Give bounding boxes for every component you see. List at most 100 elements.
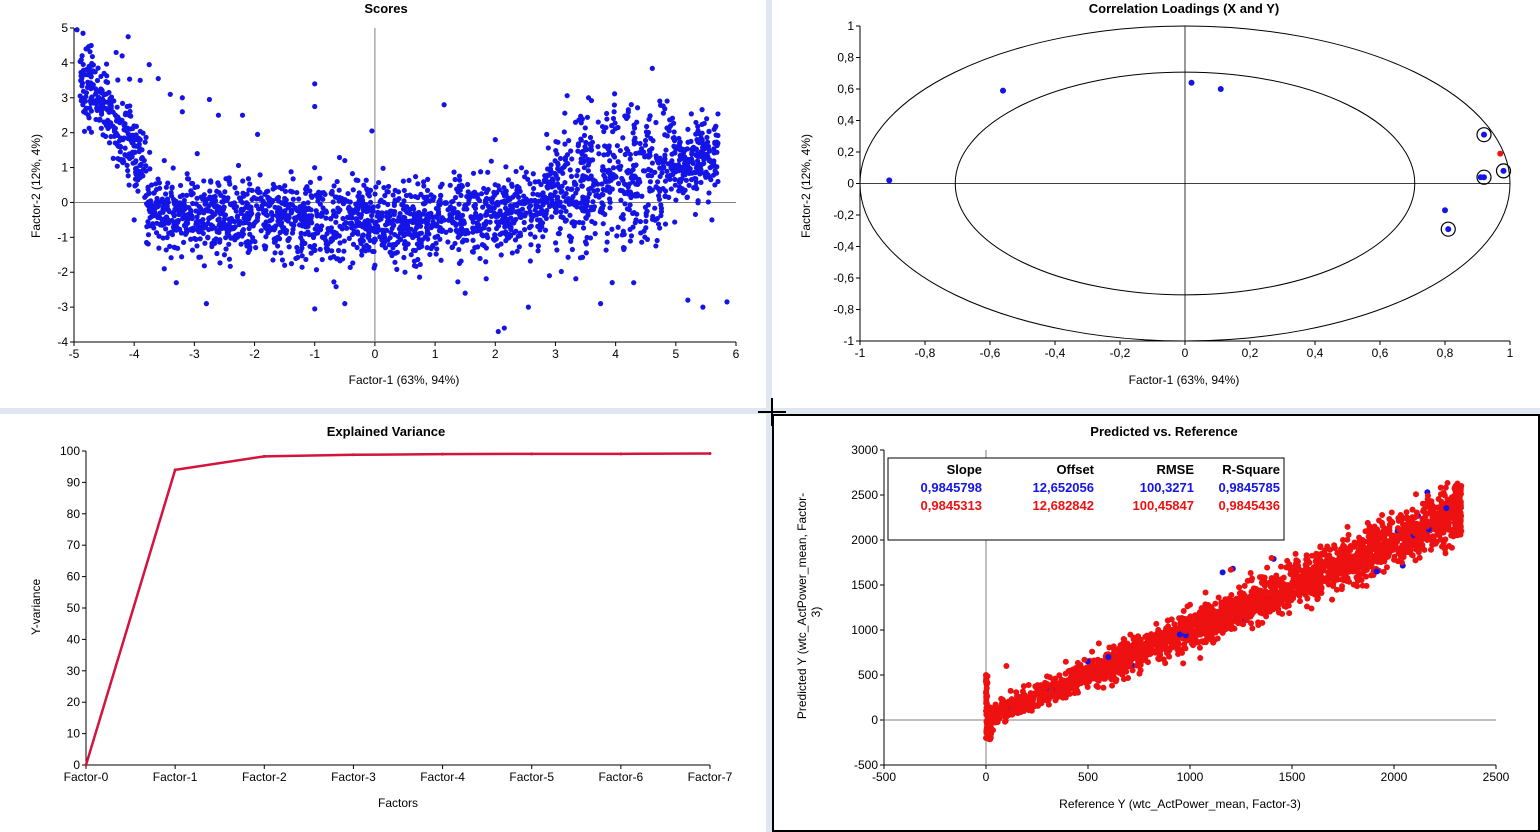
score-point <box>456 201 462 207</box>
x-loading-point[interactable] <box>1445 226 1452 233</box>
prediction-point <box>1040 685 1047 692</box>
score-point <box>569 220 575 226</box>
x-loading-point[interactable] <box>1188 79 1195 86</box>
score-point <box>339 226 345 232</box>
score-point <box>516 208 522 214</box>
score-point <box>131 143 137 149</box>
score-point <box>167 91 173 97</box>
score-point <box>309 194 315 200</box>
score-point <box>534 201 540 207</box>
score-point <box>394 218 400 224</box>
score-point <box>470 190 476 197</box>
x-tick-label: Factor-6 <box>599 770 644 784</box>
score-point <box>672 176 678 182</box>
score-point <box>652 205 658 211</box>
score-point <box>563 191 569 197</box>
score-point <box>249 210 255 216</box>
y-loading-point[interactable] <box>1497 150 1504 157</box>
x-loading-point[interactable] <box>886 177 893 184</box>
score-point <box>480 204 486 210</box>
variance-series-line[interactable] <box>84 452 711 766</box>
score-point <box>490 236 497 242</box>
score-point <box>639 239 645 245</box>
score-point <box>379 237 385 243</box>
score-point <box>711 150 717 156</box>
prediction-point <box>1196 644 1203 651</box>
score-point <box>345 190 351 197</box>
score-point <box>431 194 437 200</box>
predicted-vs-reference-panel[interactable]: Predicted vs. Reference Reference Y (wtc… <box>772 414 1540 832</box>
prediction-point <box>1171 638 1178 645</box>
x-loading-point[interactable] <box>1442 207 1448 214</box>
y-axis-label: Factor-2 (12%, 4%) <box>799 134 813 238</box>
score-point <box>269 199 275 205</box>
x-loading-point[interactable] <box>1217 86 1224 92</box>
prediction-point <box>1214 608 1221 615</box>
score-point <box>221 204 227 210</box>
score-point <box>492 232 498 238</box>
score-point <box>453 227 459 234</box>
variance-point <box>262 454 266 458</box>
score-point <box>585 168 591 174</box>
score-point <box>331 279 337 285</box>
score-point <box>412 174 419 180</box>
score-point <box>459 183 465 190</box>
score-point <box>644 208 650 214</box>
score-point <box>637 218 644 225</box>
score-point <box>684 170 690 176</box>
score-point <box>155 176 161 182</box>
score-point <box>408 252 414 258</box>
score-point <box>194 243 200 249</box>
score-point <box>369 128 375 134</box>
score-point <box>562 179 568 186</box>
score-point <box>531 185 537 192</box>
score-point <box>643 129 650 135</box>
score-point <box>635 181 641 188</box>
score-point <box>578 156 584 162</box>
score-point <box>299 264 305 270</box>
score-point <box>644 123 650 130</box>
x-loading-point[interactable] <box>1481 174 1487 181</box>
score-point <box>307 179 314 185</box>
score-point <box>638 146 645 152</box>
score-point <box>662 193 668 199</box>
score-point <box>98 125 104 131</box>
prediction-point <box>1358 576 1365 583</box>
prediction-point <box>1247 569 1254 576</box>
score-point <box>83 93 89 100</box>
score-point <box>302 190 309 196</box>
score-point <box>83 90 90 96</box>
score-point <box>574 186 580 192</box>
score-point <box>632 139 638 145</box>
score-point <box>391 208 398 215</box>
x-loading-point[interactable] <box>1500 167 1507 174</box>
score-point <box>421 201 427 207</box>
score-point <box>132 159 138 165</box>
prediction-point <box>1308 605 1315 612</box>
y-tick-label: 20 <box>67 695 81 709</box>
score-point <box>555 160 561 166</box>
prediction-point <box>1440 539 1447 546</box>
score-point <box>547 166 554 172</box>
score-point <box>586 186 592 192</box>
y-tick-label: -1 <box>843 334 854 348</box>
score-point <box>144 240 150 246</box>
score-point <box>165 207 172 213</box>
score-point <box>545 145 551 151</box>
y-tick-label: 60 <box>67 570 81 584</box>
prediction-point <box>1202 589 1209 596</box>
x-loading-point[interactable] <box>1000 87 1006 94</box>
score-point <box>590 199 596 205</box>
score-point <box>655 221 662 227</box>
score-point <box>605 151 611 157</box>
score-point <box>114 104 120 110</box>
score-point <box>599 205 605 211</box>
y-tick-label: 1500 <box>851 578 878 592</box>
score-point <box>330 199 336 205</box>
score-point <box>137 162 143 169</box>
x-loading-point[interactable] <box>1481 131 1487 138</box>
score-point <box>404 222 411 229</box>
score-point <box>539 191 546 197</box>
score-point <box>289 202 296 208</box>
score-point <box>263 234 269 240</box>
